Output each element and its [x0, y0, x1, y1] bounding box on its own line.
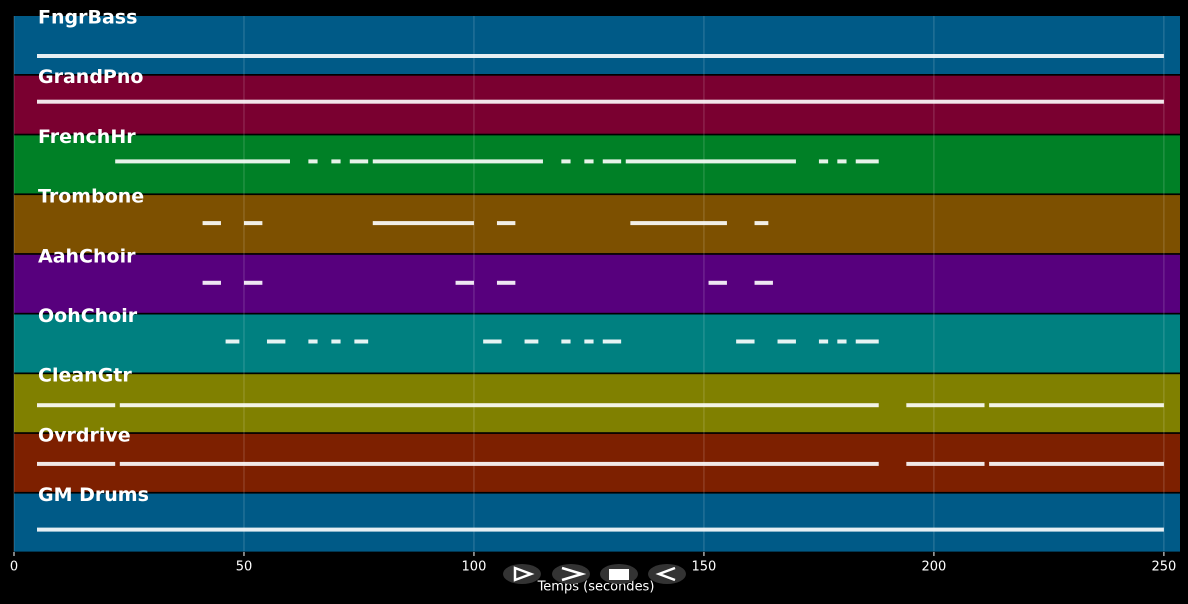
note-span — [754, 221, 769, 226]
note-span — [202, 221, 221, 226]
note-span — [602, 339, 622, 344]
note-span — [630, 221, 727, 226]
track-label: FngrBass — [38, 7, 137, 29]
track-row — [14, 493, 1180, 552]
note-span — [202, 280, 221, 285]
note-span — [906, 403, 985, 408]
x-tick-label: 50 — [236, 560, 253, 575]
note-span — [243, 221, 263, 226]
note-span — [36, 99, 1164, 104]
note-span — [561, 339, 571, 344]
playback-controls — [503, 564, 686, 584]
play-button[interactable] — [503, 564, 541, 584]
note-span — [372, 221, 474, 226]
x-tick-label: 200 — [922, 560, 947, 575]
note-span — [36, 403, 116, 408]
note-span — [855, 339, 879, 344]
note-span — [754, 280, 773, 285]
note-span — [855, 159, 879, 164]
note-span — [115, 159, 290, 164]
track-row — [14, 75, 1180, 134]
note-span — [584, 159, 594, 164]
note-span — [625, 159, 796, 164]
note-span — [349, 159, 369, 164]
note-span — [777, 339, 796, 344]
track-row — [14, 135, 1180, 194]
note-span — [602, 159, 622, 164]
track-label: FrenchHr — [38, 126, 136, 148]
note-span — [989, 403, 1164, 408]
track-label: CleanGtr — [38, 365, 132, 387]
note-span — [331, 159, 341, 164]
track-label: OohChoir — [38, 305, 138, 327]
note-span — [331, 339, 341, 344]
note-span — [36, 461, 116, 466]
note-span — [354, 339, 369, 344]
track-row — [14, 195, 1180, 254]
track-label: AahChoir — [38, 245, 136, 267]
note-span — [372, 159, 543, 164]
x-axis-label: Temps (secondes) — [537, 580, 655, 595]
note-span — [483, 339, 502, 344]
note-span — [818, 159, 829, 164]
note-span — [36, 527, 1164, 532]
track-label: GM Drums — [38, 484, 149, 506]
note-span — [308, 159, 318, 164]
note-span — [708, 280, 727, 285]
note-span — [36, 54, 1164, 58]
note-span — [496, 221, 516, 226]
note-span — [837, 339, 847, 344]
note-span — [455, 280, 474, 285]
track-row — [14, 314, 1180, 373]
note-span — [308, 339, 318, 344]
track-label: GrandPno — [38, 66, 143, 88]
track-row — [14, 16, 1180, 74]
note-span — [818, 339, 829, 344]
note-span — [906, 461, 985, 466]
note-span — [119, 461, 879, 466]
track-row — [14, 254, 1180, 313]
x-tick-label: 150 — [692, 560, 717, 575]
forward-button[interactable] — [552, 564, 590, 584]
note-span — [266, 339, 286, 344]
stop-button[interactable] — [600, 564, 638, 584]
note-span — [584, 339, 594, 344]
note-span — [119, 403, 879, 408]
track-label: Ovrdrive — [38, 424, 131, 446]
x-tick-label: 100 — [462, 560, 487, 575]
rewind-button[interactable] — [648, 564, 686, 584]
note-span — [524, 339, 539, 344]
note-span — [837, 159, 847, 164]
x-tick-label: 0 — [10, 560, 18, 575]
x-tick-label: 250 — [1151, 560, 1176, 575]
note-span — [736, 339, 755, 344]
note-span — [989, 461, 1164, 466]
note-span — [243, 280, 263, 285]
track-label: Trombone — [38, 186, 144, 208]
note-span — [225, 339, 240, 344]
note-span — [561, 159, 571, 164]
note-span — [496, 280, 516, 285]
